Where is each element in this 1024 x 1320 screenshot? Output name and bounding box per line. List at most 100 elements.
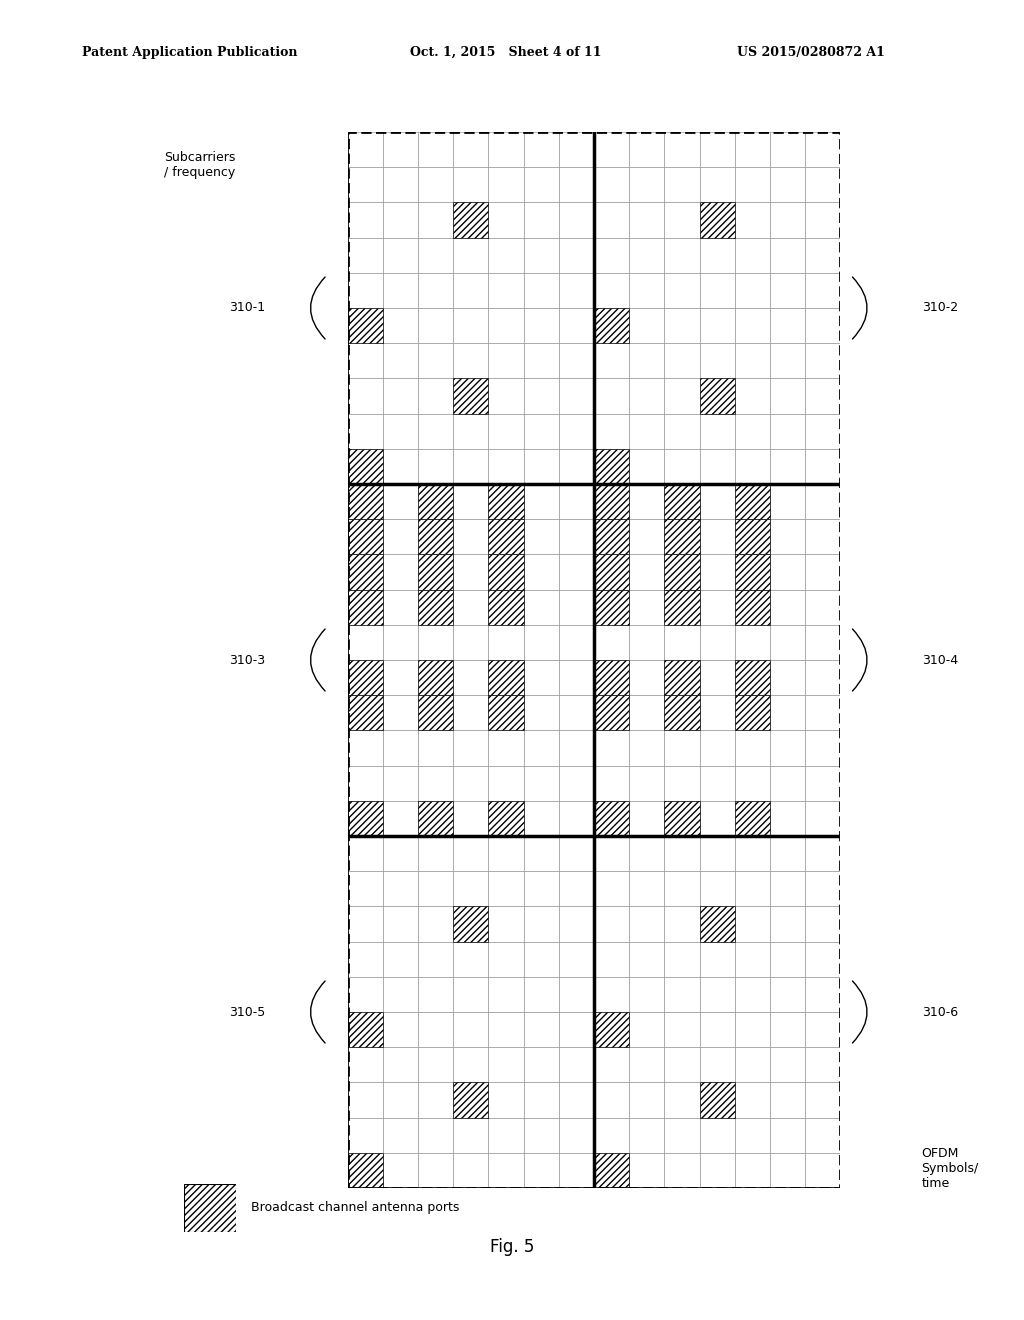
Bar bbox=[699, 1152, 735, 1188]
Bar bbox=[383, 730, 418, 766]
Bar bbox=[770, 1012, 805, 1047]
Bar bbox=[488, 1012, 523, 1047]
Bar bbox=[383, 449, 418, 484]
Bar bbox=[699, 766, 735, 801]
Bar bbox=[383, 1082, 418, 1118]
Bar bbox=[383, 132, 418, 168]
Bar bbox=[418, 590, 453, 624]
Text: Fig. 5: Fig. 5 bbox=[489, 1238, 535, 1257]
Bar bbox=[347, 379, 383, 413]
Bar bbox=[665, 238, 699, 273]
Bar bbox=[734, 836, 770, 871]
Bar bbox=[418, 801, 453, 836]
Text: 310-2: 310-2 bbox=[923, 301, 958, 314]
Bar bbox=[699, 168, 735, 202]
Bar bbox=[734, 554, 770, 590]
Bar bbox=[347, 766, 383, 801]
Bar bbox=[770, 449, 805, 484]
Bar bbox=[770, 343, 805, 379]
Bar bbox=[488, 590, 523, 624]
Bar bbox=[488, 696, 523, 730]
Bar bbox=[347, 449, 383, 484]
Bar bbox=[453, 1082, 488, 1118]
Bar bbox=[347, 660, 383, 696]
Bar bbox=[665, 660, 699, 696]
Bar bbox=[559, 202, 594, 238]
Bar bbox=[453, 907, 488, 941]
Bar bbox=[453, 696, 488, 730]
Bar bbox=[488, 977, 523, 1012]
Bar bbox=[594, 413, 629, 449]
Bar bbox=[523, 907, 559, 941]
Bar bbox=[734, 1047, 770, 1082]
Bar bbox=[347, 1047, 383, 1082]
Bar bbox=[383, 413, 418, 449]
Bar bbox=[665, 202, 699, 238]
Bar bbox=[453, 132, 488, 168]
Bar bbox=[734, 484, 770, 519]
Bar bbox=[418, 590, 453, 624]
Bar bbox=[629, 801, 665, 836]
Bar bbox=[383, 1047, 418, 1082]
Bar bbox=[734, 730, 770, 766]
Bar bbox=[559, 308, 594, 343]
Bar bbox=[453, 449, 488, 484]
Bar bbox=[488, 343, 523, 379]
Bar bbox=[594, 238, 629, 273]
Bar bbox=[734, 343, 770, 379]
Bar bbox=[629, 343, 665, 379]
Bar bbox=[347, 308, 383, 343]
Bar bbox=[665, 554, 699, 590]
Bar bbox=[418, 519, 453, 554]
Bar bbox=[805, 1152, 841, 1188]
Text: Patent Application Publication: Patent Application Publication bbox=[82, 46, 297, 59]
Bar bbox=[665, 941, 699, 977]
Bar bbox=[594, 449, 629, 484]
Bar bbox=[488, 449, 523, 484]
Bar bbox=[665, 1047, 699, 1082]
Bar bbox=[770, 624, 805, 660]
Bar bbox=[523, 519, 559, 554]
Bar bbox=[488, 554, 523, 590]
Bar bbox=[383, 871, 418, 907]
Bar bbox=[523, 766, 559, 801]
Bar bbox=[770, 308, 805, 343]
Bar bbox=[559, 1118, 594, 1152]
Bar bbox=[453, 202, 488, 238]
Bar bbox=[734, 413, 770, 449]
Bar bbox=[629, 624, 665, 660]
Bar bbox=[665, 590, 699, 624]
Bar bbox=[594, 590, 629, 624]
Bar bbox=[347, 238, 383, 273]
Bar bbox=[629, 696, 665, 730]
Bar bbox=[594, 801, 629, 836]
Bar bbox=[770, 484, 805, 519]
Bar bbox=[383, 766, 418, 801]
Bar bbox=[699, 907, 735, 941]
Bar bbox=[523, 871, 559, 907]
Bar bbox=[383, 308, 418, 343]
Bar bbox=[734, 766, 770, 801]
Bar bbox=[559, 1047, 594, 1082]
Bar bbox=[523, 413, 559, 449]
Bar bbox=[347, 1152, 383, 1188]
Bar bbox=[488, 484, 523, 519]
Bar bbox=[594, 696, 629, 730]
Bar bbox=[699, 554, 735, 590]
Bar bbox=[347, 801, 383, 836]
Bar bbox=[734, 554, 770, 590]
Text: 310-1: 310-1 bbox=[229, 301, 265, 314]
Bar bbox=[770, 801, 805, 836]
Bar bbox=[488, 801, 523, 836]
Bar bbox=[699, 1012, 735, 1047]
Bar bbox=[699, 449, 735, 484]
Bar bbox=[770, 941, 805, 977]
Bar bbox=[665, 660, 699, 696]
Bar bbox=[699, 907, 735, 941]
Bar bbox=[594, 519, 629, 554]
Bar bbox=[699, 590, 735, 624]
Bar bbox=[629, 660, 665, 696]
Bar bbox=[594, 449, 629, 484]
Bar bbox=[559, 554, 594, 590]
Bar bbox=[559, 624, 594, 660]
